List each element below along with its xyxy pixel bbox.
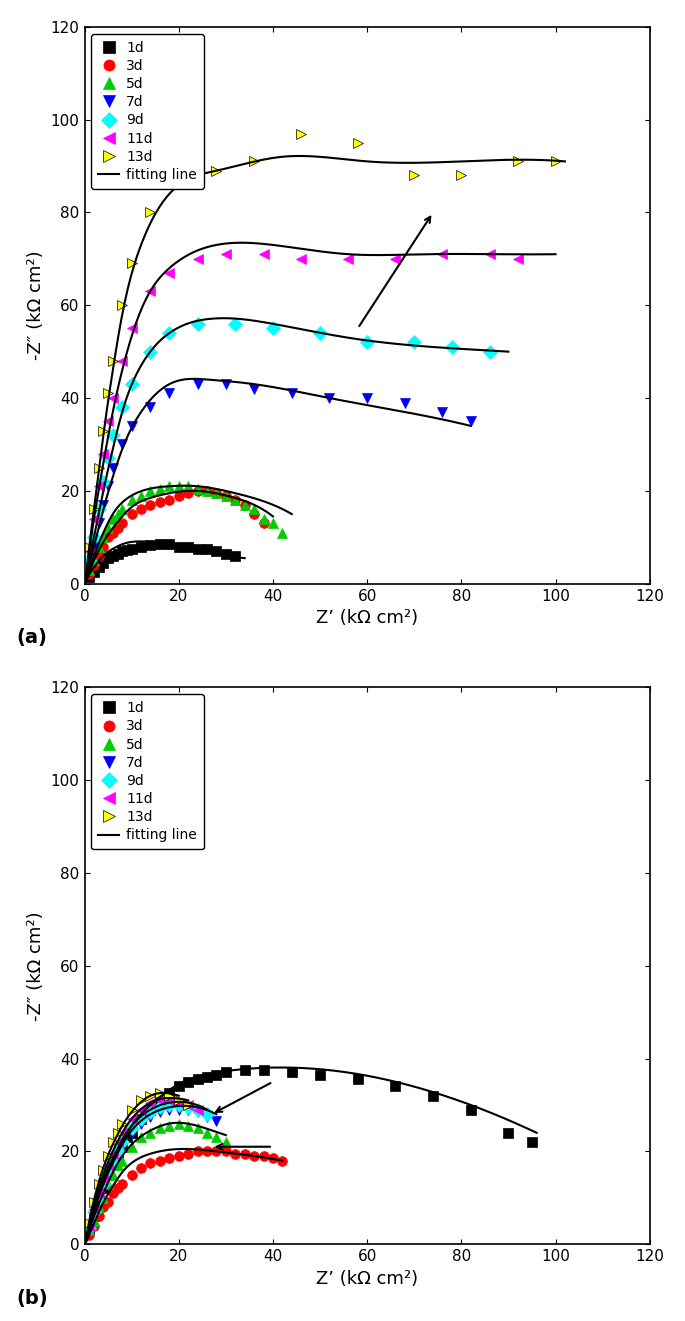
- X-axis label: Z’ (kΩ cm²): Z’ (kΩ cm²): [316, 609, 419, 627]
- Y-axis label: -Z″ (kΩ cm²): -Z″ (kΩ cm²): [27, 911, 45, 1021]
- Text: (a): (a): [16, 629, 47, 647]
- X-axis label: Z’ (kΩ cm²): Z’ (kΩ cm²): [316, 1269, 419, 1288]
- Text: (b): (b): [16, 1289, 49, 1308]
- Legend: 1d, 3d, 5d, 7d, 9d, 11d, 13d, fitting line: 1d, 3d, 5d, 7d, 9d, 11d, 13d, fitting li…: [92, 34, 204, 189]
- Legend: 1d, 3d, 5d, 7d, 9d, 11d, 13d, fitting line: 1d, 3d, 5d, 7d, 9d, 11d, 13d, fitting li…: [92, 695, 204, 849]
- Y-axis label: -Z″ (kΩ cm²): -Z″ (kΩ cm²): [27, 251, 45, 361]
